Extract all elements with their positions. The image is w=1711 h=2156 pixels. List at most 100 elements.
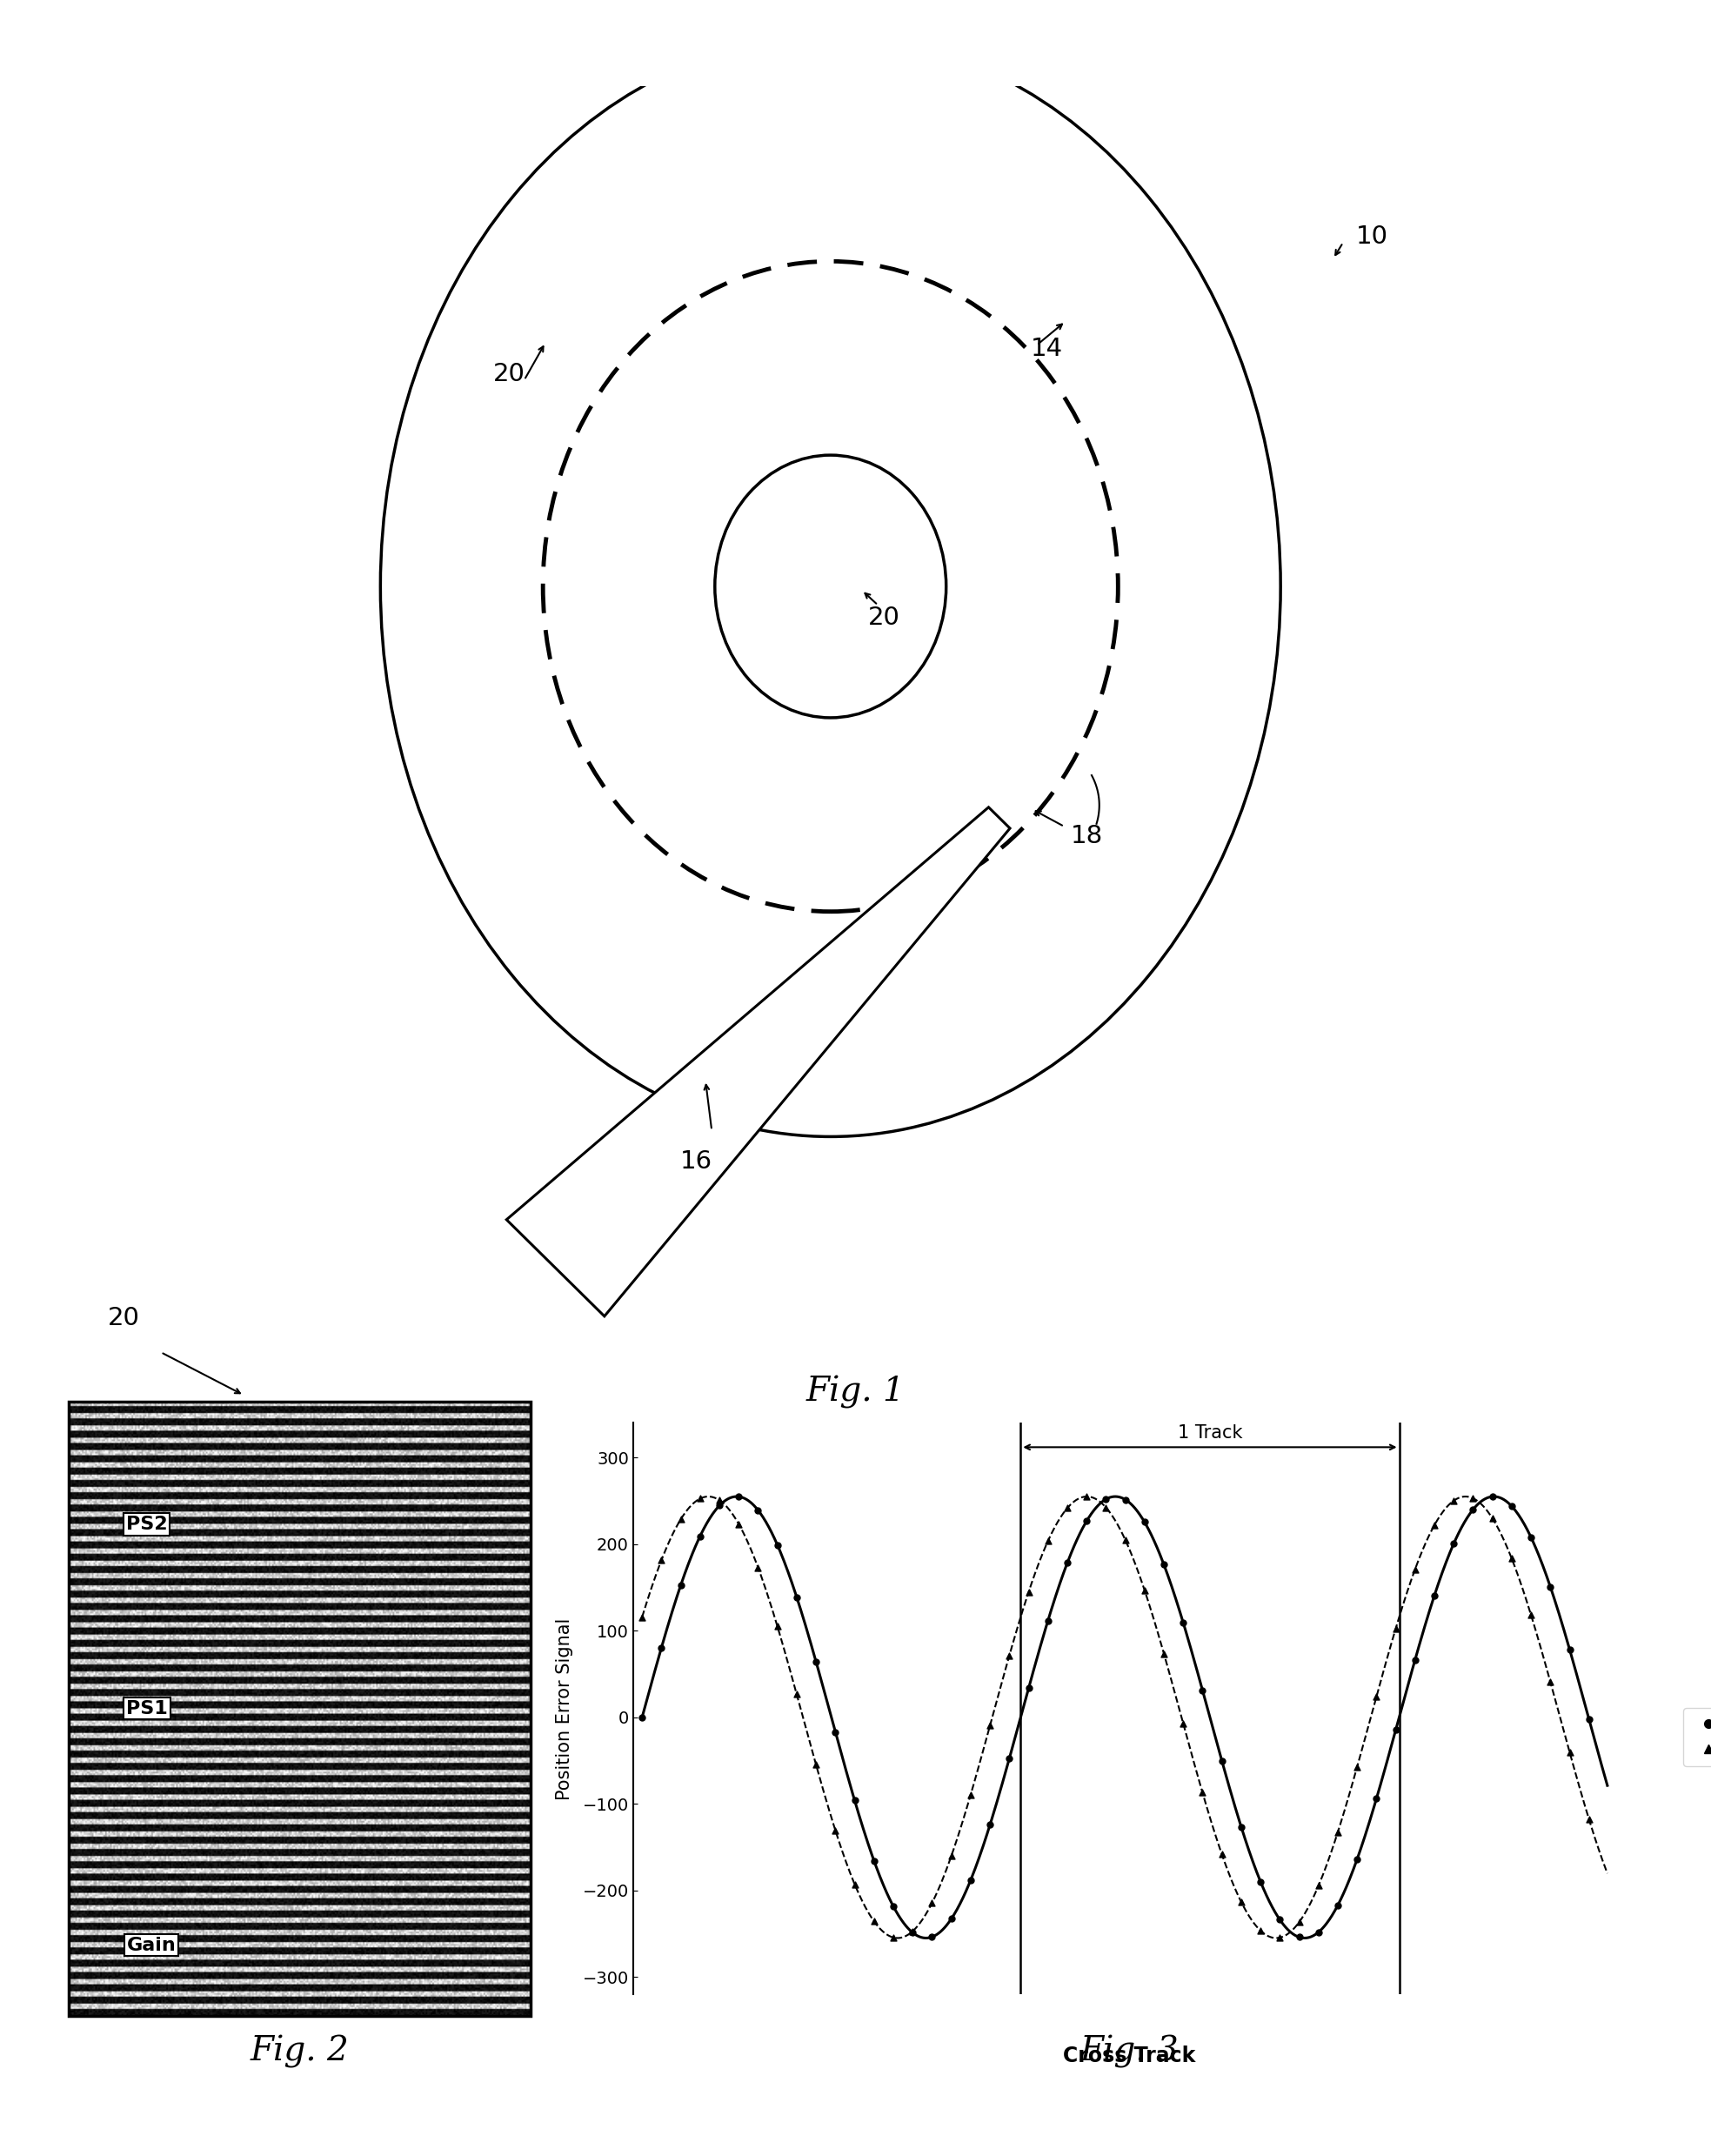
Point [1478,1479,1506,1514]
Point [1459,1492,1487,1526]
Point [1285,1906,1312,1940]
Point [1073,1505,1100,1539]
Point [919,1919,946,1953]
Point [763,1529,790,1563]
Point [1092,1481,1119,1516]
Point [879,1889,907,1923]
Point [1054,1546,1081,1580]
Point [938,1902,965,1936]
Point [1170,1606,1198,1641]
Text: 14: 14 [1030,336,1063,360]
Point [1441,1526,1468,1561]
Point [784,1580,811,1615]
Text: Gain: Gain [127,1936,176,1953]
Point [1285,1919,1312,1953]
Point [1499,1542,1526,1576]
Point [1208,1744,1235,1779]
Point [1266,1902,1294,1936]
Text: 16: 16 [681,1149,713,1173]
Point [725,1479,753,1514]
Text: 20: 20 [493,362,525,386]
Point [1343,1751,1371,1785]
Point [977,1708,1004,1742]
Text: 10: 10 [1355,224,1388,248]
Point [1536,1664,1564,1699]
Point [996,1639,1023,1673]
Point [1150,1636,1177,1671]
Point [1555,1736,1583,1770]
Point [628,1600,655,1634]
Point [861,1904,888,1938]
Point [667,1567,695,1602]
Point [648,1544,676,1578]
Text: PS1: PS1 [127,1699,168,1718]
Point [784,1677,811,1712]
Point [1499,1490,1526,1524]
Point [1420,1578,1448,1613]
Point [1033,1604,1061,1639]
Point [725,1507,753,1542]
Point [1227,1884,1254,1919]
Point [919,1886,946,1921]
Point [1305,1915,1333,1949]
Point [1305,1869,1333,1904]
Point [1266,1921,1294,1955]
Point [1362,1781,1389,1815]
Point [1112,1483,1140,1518]
Point [802,1645,830,1680]
Point [667,1503,695,1537]
Point [842,1783,869,1818]
Text: Fig. 3: Fig. 3 [1080,2035,1179,2068]
Point [1382,1712,1410,1746]
Point [705,1483,732,1518]
Polygon shape [506,806,1009,1315]
Point [879,1921,907,1955]
Point [1362,1680,1389,1714]
Point [898,1915,926,1949]
Point [1324,1815,1352,1850]
Point [842,1867,869,1902]
Point [1518,1520,1545,1554]
Point [1441,1483,1468,1518]
Point [1401,1552,1429,1587]
Point [821,1714,849,1749]
Point [938,1839,965,1874]
Point [686,1481,713,1516]
Point [1247,1912,1275,1947]
Text: Cross Track: Cross Track [1063,2046,1196,2068]
Point [977,1807,1004,1841]
Text: 1 Track: 1 Track [1177,1425,1242,1442]
Point [1247,1865,1275,1899]
Point [763,1608,790,1643]
Point [1478,1501,1506,1535]
Point [1227,1809,1254,1843]
Point [1189,1774,1217,1809]
Point [1092,1490,1119,1524]
Point [1208,1837,1235,1871]
Point [821,1813,849,1848]
Text: PS2: PS2 [127,1516,168,1533]
Point [1555,1632,1583,1667]
Point [705,1488,732,1522]
Point [1054,1492,1081,1526]
Text: Fig. 1: Fig. 1 [806,1376,905,1408]
Point [744,1550,772,1585]
Point [1150,1548,1177,1583]
Point [1015,1671,1042,1705]
Point [648,1630,676,1664]
Text: 20: 20 [867,606,900,630]
Point [1518,1598,1545,1632]
Point [1459,1481,1487,1516]
Point [802,1749,830,1783]
Point [956,1863,984,1897]
Point [1131,1574,1158,1608]
Point [686,1520,713,1554]
Point [861,1843,888,1878]
Point [1033,1524,1061,1559]
Point [1420,1507,1448,1542]
Y-axis label: Position Error Signal: Position Error Signal [556,1617,573,1800]
Text: Fig. 2: Fig. 2 [250,2035,349,2068]
Point [1112,1522,1140,1557]
Point [628,1701,655,1736]
Point [1170,1705,1198,1740]
